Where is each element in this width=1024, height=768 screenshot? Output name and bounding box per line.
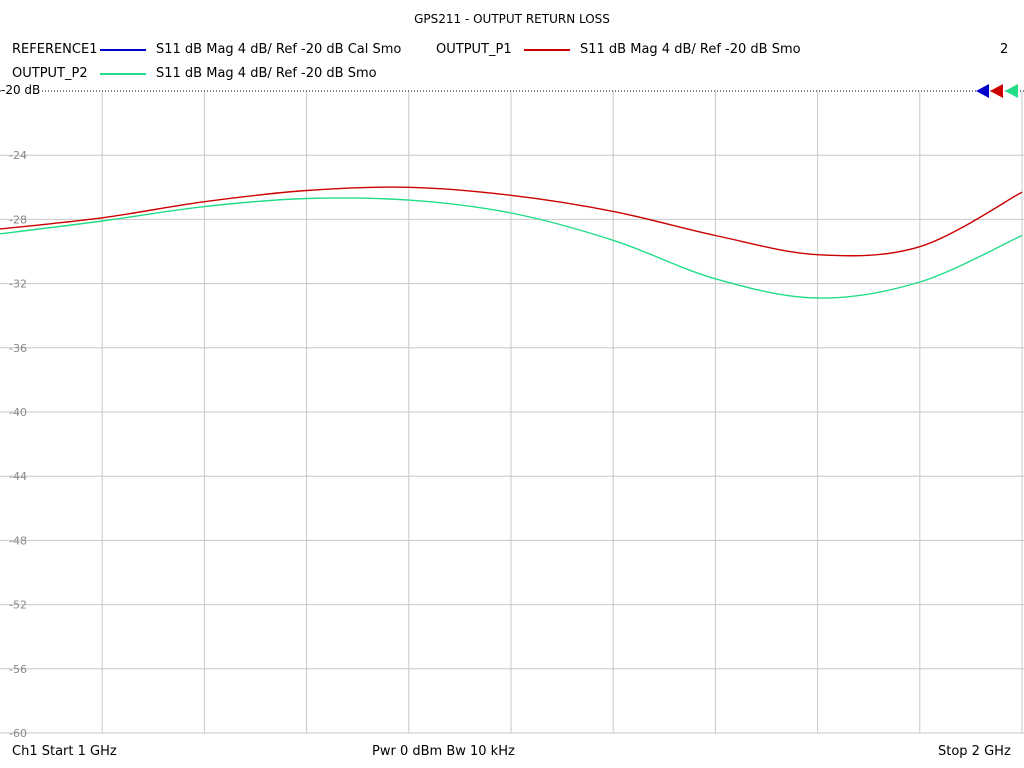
footer-power-bandwidth: Pwr 0 dBm Bw 10 kHz [372, 744, 515, 759]
y-tick-label: -28 [9, 213, 27, 226]
series-group [0, 186, 1023, 299]
chart-title: GPS211 - OUTPUT RETURN LOSS [414, 12, 610, 26]
y-tick-label: -56 [9, 663, 27, 676]
reference-level-label: -20 dB [1, 83, 42, 97]
y-tick-label: -60 [9, 727, 27, 740]
y-tick-label: -44 [9, 470, 27, 483]
y-tick-label: -40 [9, 406, 27, 419]
y-tick-label: -36 [9, 342, 27, 355]
y-tick-label: -32 [9, 278, 27, 291]
legend-desc-output-p1: S11 dB Mag 4 dB/ Ref -20 dB Smo [580, 42, 801, 57]
legend-line-reference1 [100, 49, 146, 51]
grid-lines [0, 91, 1024, 734]
channel-number: 2 [1000, 42, 1009, 57]
output-p1-marker-icon [990, 84, 1003, 98]
y-tick-label: -52 [9, 599, 27, 612]
footer-start: Ch1 Start 1 GHz [12, 744, 117, 759]
y-tick-label: -48 [9, 534, 27, 547]
legend-desc-reference1: S11 dB Mag 4 dB/ Ref -20 dB Cal Smo [156, 42, 402, 57]
y-tick-label: -24 [9, 149, 27, 162]
reference-markers [976, 84, 1018, 98]
legend-name-output-p1: OUTPUT_P1 [436, 42, 512, 57]
legend-name-reference1: REFERENCE1 [12, 42, 98, 57]
legend-name-output-p2: OUTPUT_P2 [12, 66, 88, 81]
reference1-marker-icon [976, 84, 989, 98]
output-p2-marker-icon [1005, 84, 1018, 98]
legend-line-output-p2 [100, 73, 146, 75]
legend-line-output-p1 [524, 49, 570, 51]
y-tick-labels: -60-56-52-48-44-40-36-32-28-24-20 [9, 85, 27, 740]
series-line-output-p2 [0, 197, 1023, 299]
footer-stop: Stop 2 GHz [938, 744, 1011, 759]
series-line-output-p1 [0, 186, 1023, 257]
legend-desc-output-p2: S11 dB Mag 4 dB/ Ref -20 dB Smo [156, 66, 377, 81]
